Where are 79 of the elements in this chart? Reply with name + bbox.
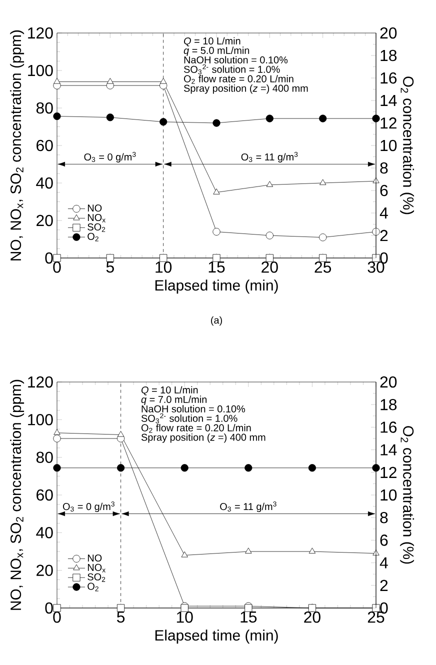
y2-tick-label: 2 [380, 230, 388, 242]
y2-tick-label: 6 [380, 534, 388, 546]
annotation: SO$_{3}$$^{2-}$ solution = 1.0% [141, 413, 238, 424]
y2-tick-label: 14 [380, 95, 397, 106]
y-tick-label: 40 [36, 177, 53, 189]
legend-label: NO [88, 554, 102, 562]
y-axis-title: NO, NO$_{x}$, SO$_{2}$ concentration (ppm) [10, 380, 24, 610]
y-tick-label: 100 [28, 414, 53, 426]
y2-tick-label: 8 [380, 162, 388, 174]
legend-label: SO$_{2}$ [88, 223, 106, 232]
annotation: Q = 10 L/min [184, 37, 240, 46]
annotation: O$_{3}$ = 11 g/m$^{3}$ [220, 502, 276, 512]
y-tick-label: 100 [28, 64, 53, 76]
x-tick-label: 15 [208, 262, 225, 273]
x-tick-label: 25 [314, 262, 332, 273]
y-tick-label: 20 [36, 564, 53, 576]
legend-label: NO$_{x}$ [88, 214, 106, 222]
annotation: O$_{3}$ = 11 g/m$^{3}$ [241, 152, 298, 162]
x-tick-label: 30 [368, 262, 384, 273]
annotation: q = 7.0 mL/min [141, 396, 207, 405]
annotation: NaOH solution = 0.10% [142, 405, 246, 412]
x-tick-label: 10 [176, 612, 193, 623]
y2-tick-label: 20 [380, 27, 397, 39]
legend-label: O$_{2}$ [88, 232, 98, 242]
x-axis-title: Elapsed time (min) [155, 280, 278, 294]
x-axis-title: Elapsed time (min) [155, 630, 278, 644]
y-tick-label: 60 [36, 489, 53, 501]
y2-tick-label: 12 [380, 117, 396, 129]
y2-axis-title: O$_{2}$ concentration (%) [400, 76, 414, 214]
y2-tick-label: 0 [380, 602, 388, 614]
y2-axis-title: O$_{2}$ concentration (%) [400, 426, 414, 564]
annotation: Spray position (z =) 400 mm [184, 84, 308, 94]
y-tick-label: 120 [28, 376, 53, 388]
y2-tick-label: 4 [380, 208, 388, 218]
y2-tick-label: 6 [380, 184, 388, 196]
legend-label: O$_{2}$ [88, 582, 98, 592]
annotation: O$_{2}$ flow rate = 0.20 L/min [184, 75, 294, 84]
y-tick-label: 0 [45, 252, 53, 264]
x-tick-label: 5 [106, 262, 114, 273]
y2-tick-label: 10 [380, 140, 397, 152]
x-tick-label: 20 [262, 262, 278, 273]
x-tick-label: 20 [304, 612, 320, 623]
legend-label: NO$_{x}$ [88, 564, 106, 572]
x-tick-label: 0 [53, 612, 61, 623]
y2-tick-label: 20 [380, 376, 397, 388]
x-tick-label: 0 [53, 262, 61, 273]
x-tick-label: 15 [240, 612, 257, 623]
annotation: SO$_{3}$$^{2-}$ solution = 1.0% [184, 64, 280, 74]
x-tick-label: 25 [368, 612, 384, 623]
y-tick-label: 80 [36, 102, 53, 114]
annotation: Spray position (z =) 400 mm [141, 433, 266, 443]
y2-tick-label: 12 [380, 466, 396, 478]
y2-tick-label: 16 [380, 422, 397, 433]
y-tick-label: 120 [28, 27, 53, 39]
legend-label: SO$_{2}$ [88, 573, 106, 582]
x-tick-label: 5 [117, 612, 125, 623]
y2-tick-label: 10 [380, 489, 397, 501]
annotation: O$_{3}$ = 0 g/m$^{3}$ [84, 152, 136, 162]
x-tick-label: 10 [156, 262, 172, 273]
y2-tick-label: 4 [380, 557, 388, 568]
y2-tick-label: 18 [380, 398, 397, 410]
annotation: NaOH solution = 0.10% [184, 56, 288, 64]
y-tick-label: 80 [36, 452, 53, 463]
annotation: Q = 10 L/min [141, 386, 198, 396]
y-tick-label: 20 [36, 214, 53, 226]
annotation: O$_{3}$ = 0 g/m$^{3}$ [62, 502, 114, 512]
y2-tick-label: 2 [380, 580, 388, 591]
y-tick-label: 40 [36, 527, 53, 538]
y2-tick-label: 8 [380, 512, 388, 524]
y2-tick-label: 14 [380, 444, 397, 456]
y-axis-title: NO, NO$_{x}$, SO$_{2}$ concentration (ppm) [10, 30, 24, 260]
y-tick-label: 60 [36, 140, 53, 152]
y-tick-label: 0 [45, 602, 53, 614]
y2-tick-label: 18 [380, 50, 397, 62]
annotation: O$_{2}$ flow rate = 0.20 L/min [141, 424, 251, 433]
annotation: q = 5.0 mL/min [184, 46, 250, 56]
text: (a) [211, 316, 222, 326]
legend-label: NO [88, 204, 102, 212]
y2-tick-label: 16 [380, 72, 397, 84]
